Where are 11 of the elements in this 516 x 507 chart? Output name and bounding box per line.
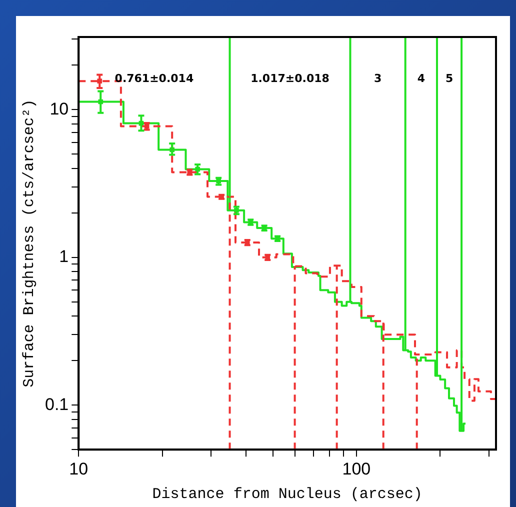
- annotation: 3: [374, 72, 382, 85]
- annotation: 1.017±0.018: [250, 72, 330, 85]
- x-tick-label: 100: [342, 459, 371, 478]
- annotation: 5: [445, 72, 454, 85]
- annotation: 0.761±0.014: [114, 72, 194, 85]
- y-tick-label: 10: [50, 99, 69, 118]
- y-tick-label: 0.1: [44, 394, 69, 414]
- x-axis-title: Distance from Nucleus (arcsec): [152, 486, 422, 503]
- y-axis-title: Surface Brightness (cts/arcsec²): [20, 99, 38, 388]
- y-tick-label: 1: [59, 247, 69, 266]
- annotation: 4: [417, 72, 426, 85]
